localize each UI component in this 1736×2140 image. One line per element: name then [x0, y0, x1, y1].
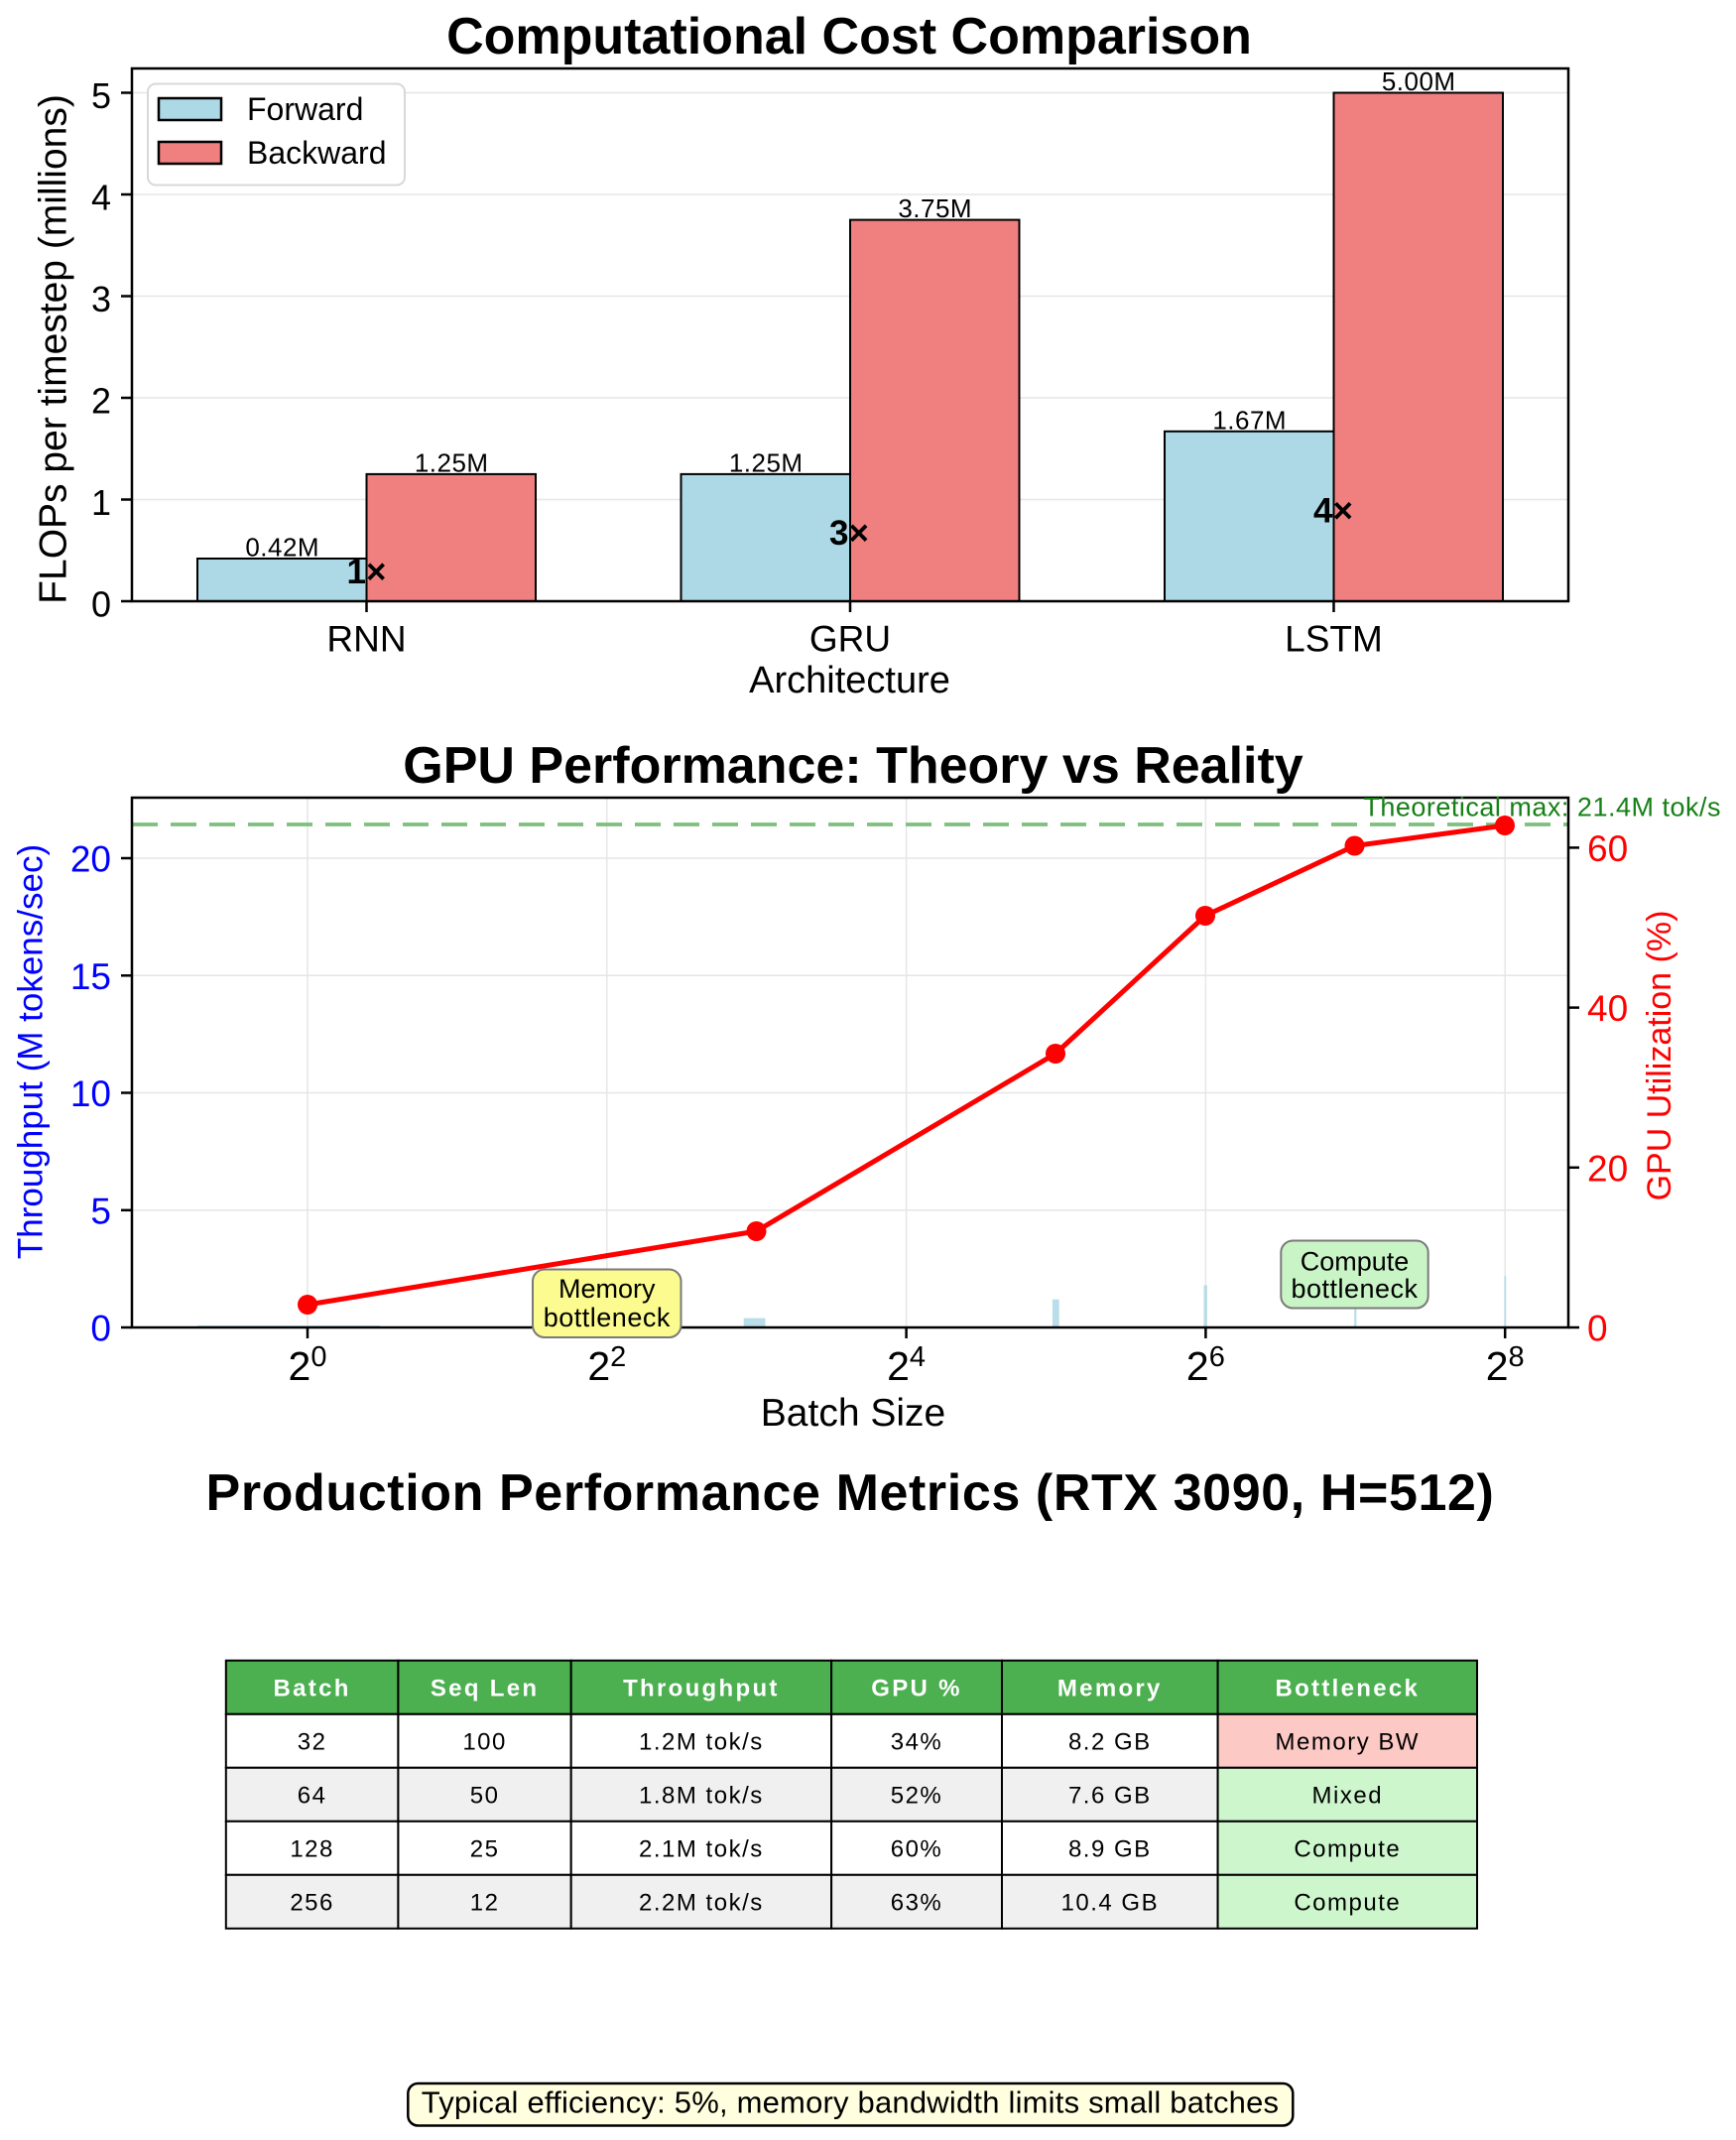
svg-text:10: 10	[70, 1073, 111, 1114]
svg-text:63%: 63%	[891, 1889, 943, 1916]
svg-text:GRU: GRU	[809, 619, 891, 660]
svg-text:0.42M: 0.42M	[245, 533, 319, 563]
svg-text:40: 40	[1587, 988, 1628, 1029]
svg-text:Throughput (M tokens/sec): Throughput (M tokens/sec)	[12, 844, 51, 1259]
svg-text:20: 20	[70, 839, 111, 880]
svg-text:26: 26	[1186, 1341, 1225, 1389]
svg-text:1.25M: 1.25M	[415, 447, 489, 477]
svg-text:0: 0	[91, 584, 111, 625]
svg-text:Backward: Backward	[247, 135, 387, 171]
svg-text:2.2M tok/s: 2.2M tok/s	[639, 1889, 764, 1916]
svg-text:Batch Size: Batch Size	[761, 1392, 945, 1435]
svg-text:20: 20	[289, 1341, 327, 1389]
svg-text:Theoretical max: 21.4M tok/s: Theoretical max: 21.4M tok/s	[1363, 793, 1721, 822]
svg-text:60%: 60%	[891, 1835, 943, 1862]
svg-text:Batch: Batch	[274, 1676, 351, 1702]
svg-text:Memory BW: Memory BW	[1276, 1728, 1421, 1755]
svg-text:22: 22	[587, 1341, 626, 1389]
svg-text:50: 50	[470, 1782, 500, 1809]
svg-text:GPU %: GPU %	[871, 1676, 962, 1702]
svg-text:1: 1	[91, 482, 111, 523]
svg-text:3×: 3×	[829, 514, 869, 553]
svg-text:4: 4	[91, 178, 111, 218]
svg-text:Forward: Forward	[247, 91, 363, 127]
svg-text:52%: 52%	[891, 1782, 943, 1809]
svg-text:7.6 GB: 7.6 GB	[1068, 1782, 1152, 1809]
svg-text:2: 2	[91, 381, 111, 422]
svg-text:LSTM: LSTM	[1285, 619, 1383, 660]
svg-text:Architecture: Architecture	[749, 660, 950, 701]
svg-text:5: 5	[91, 75, 111, 116]
svg-text:1.8M tok/s: 1.8M tok/s	[639, 1782, 764, 1809]
svg-text:bottleneck: bottleneck	[1291, 1274, 1418, 1304]
svg-text:GPU Utilization (%): GPU Utilization (%)	[1641, 911, 1678, 1201]
svg-text:bottleneck: bottleneck	[544, 1303, 671, 1332]
svg-text:5.00M: 5.00M	[1382, 66, 1456, 96]
svg-text:1.25M: 1.25M	[729, 447, 804, 477]
svg-text:28: 28	[1486, 1341, 1525, 1389]
svg-text:8.2 GB: 8.2 GB	[1068, 1728, 1152, 1755]
svg-text:5: 5	[90, 1191, 111, 1231]
svg-text:64: 64	[298, 1782, 327, 1809]
svg-text:Mixed: Mixed	[1312, 1782, 1384, 1809]
svg-text:3: 3	[91, 279, 111, 319]
svg-text:Production Performance Metrics: Production Performance Metrics (RTX 3090…	[206, 1464, 1495, 1522]
svg-text:Memory: Memory	[558, 1274, 656, 1304]
svg-text:60: 60	[1587, 828, 1628, 869]
svg-text:34%: 34%	[891, 1728, 943, 1755]
svg-text:Compute: Compute	[1301, 1247, 1410, 1277]
svg-text:Throughput: Throughput	[623, 1676, 780, 1702]
svg-text:1.2M tok/s: 1.2M tok/s	[639, 1728, 764, 1755]
svg-text:Compute: Compute	[1294, 1889, 1401, 1916]
svg-text:20: 20	[1587, 1148, 1628, 1189]
svg-text:100: 100	[462, 1728, 507, 1755]
svg-text:Computational Cost Comparison: Computational Cost Comparison	[446, 8, 1252, 65]
svg-text:Compute: Compute	[1294, 1835, 1401, 1862]
svg-text:12: 12	[470, 1889, 500, 1916]
svg-text:0: 0	[90, 1309, 111, 1349]
svg-text:2.1M tok/s: 2.1M tok/s	[639, 1835, 764, 1862]
svg-text:RNN: RNN	[326, 619, 406, 660]
svg-text:1.67M: 1.67M	[1212, 405, 1287, 435]
svg-text:25: 25	[470, 1835, 500, 1862]
svg-text:128: 128	[290, 1835, 334, 1862]
svg-text:0: 0	[1587, 1309, 1608, 1349]
svg-text:3.75M: 3.75M	[898, 193, 972, 223]
svg-text:15: 15	[70, 956, 111, 997]
svg-text:Bottleneck: Bottleneck	[1275, 1676, 1420, 1702]
svg-text:Typical efficiency: 5%, memory: Typical efficiency: 5%, memory bandwidth…	[422, 2085, 1279, 2120]
svg-text:256: 256	[290, 1889, 334, 1916]
svg-text:1×: 1×	[347, 553, 387, 591]
svg-text:Seq Len: Seq Len	[431, 1676, 539, 1702]
svg-text:10.4 GB: 10.4 GB	[1061, 1889, 1160, 1916]
svg-text:4×: 4×	[1313, 492, 1353, 531]
svg-text:8.9 GB: 8.9 GB	[1068, 1835, 1152, 1862]
svg-text:Memory: Memory	[1057, 1676, 1163, 1702]
svg-text:24: 24	[887, 1341, 926, 1389]
svg-text:FLOPs per timestep (millions): FLOPs per timestep (millions)	[33, 94, 75, 604]
svg-text:GPU Performance: Theory vs Rea: GPU Performance: Theory vs Reality	[403, 737, 1303, 795]
svg-text:32: 32	[298, 1728, 327, 1755]
